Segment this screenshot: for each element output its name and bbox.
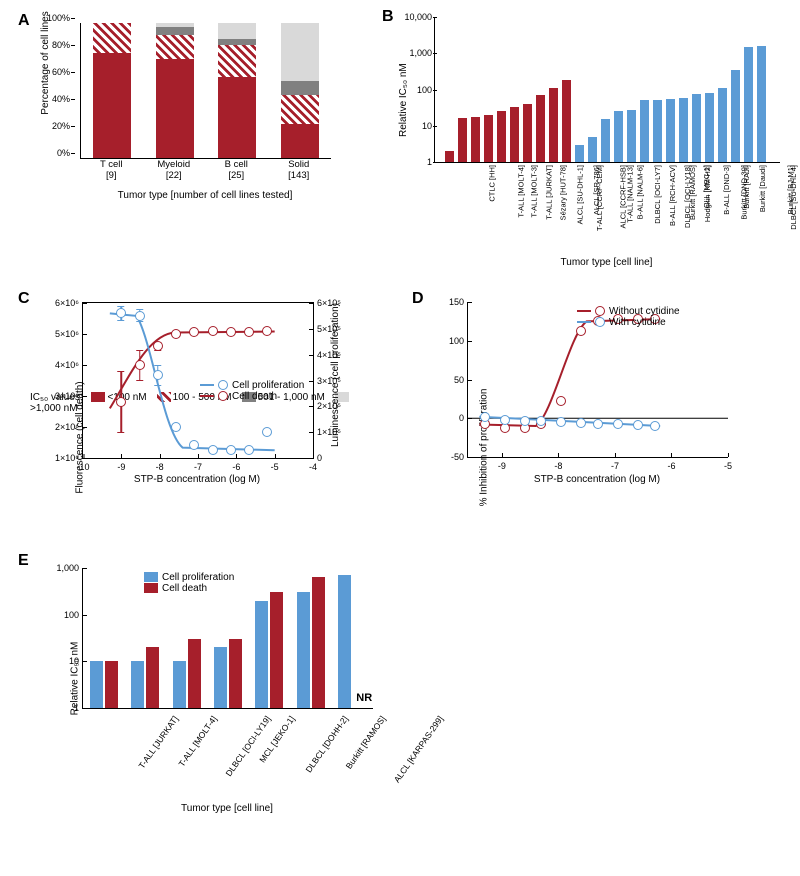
chartA-cat: T cell[9] bbox=[81, 159, 141, 181]
chartB-cat: B-ALL [DND-3] bbox=[722, 165, 731, 215]
chartE-cat: T-ALL [JURKAT] bbox=[136, 714, 180, 770]
chartA-cat: B cell[25] bbox=[206, 159, 266, 181]
chartA-cat: Solid[143] bbox=[269, 159, 329, 181]
chartC-legend: Cell proliferation Cell death bbox=[200, 380, 304, 402]
chartD-legend: Without cytidine With cytidine bbox=[577, 306, 680, 328]
chartC-xlabel: STP-B concentration (log M) bbox=[82, 474, 312, 485]
panel-D-label: D bbox=[412, 290, 424, 308]
chartB-cat: Burkitt [Daudi] bbox=[758, 165, 767, 212]
chartA: Percentage of cell lines T cell[9]Myeloi… bbox=[40, 18, 340, 198]
chartE-legend: Cell proliferation Cell death bbox=[144, 572, 234, 594]
chartB-cat: Sézary [HUT-78] bbox=[558, 165, 567, 220]
chartB-cat: ALCL [SR-786] bbox=[592, 165, 601, 215]
panel-E: Relative IC₅₀ nM 1101001,000T-ALL [JURKA… bbox=[82, 568, 373, 709]
chartB-cat: ALCL [SU-DHL-1] bbox=[575, 165, 584, 224]
chartE-xlabel: Tumor type [cell line] bbox=[82, 803, 372, 814]
panel-E-label: E bbox=[18, 552, 29, 570]
chartB-cat: CLL [MEC-1] bbox=[702, 165, 711, 208]
panel-C-label: C bbox=[18, 290, 30, 308]
nr-label: NR bbox=[356, 692, 372, 704]
legendC-red: Cell death bbox=[232, 391, 277, 402]
chartE-cat: Burkitt [RAMOS] bbox=[343, 714, 387, 771]
panel-D: % Inhibition of proliferation -9-8-7-6-5… bbox=[467, 302, 728, 458]
chartB: Relative IC₅₀ nM Tumor type [cell line] … bbox=[384, 12, 784, 272]
chartB-cat: B-ALL [NALM-6] bbox=[635, 165, 644, 219]
legendC-blue: Cell proliferation bbox=[232, 380, 304, 391]
legendE-red: Cell death bbox=[162, 583, 207, 594]
chartE-cat: ALCL [KARPAS-299] bbox=[392, 714, 445, 784]
chartA-plot bbox=[80, 23, 331, 159]
chartA-xlabel: Tumor type [number of cell lines tested] bbox=[80, 190, 330, 201]
chartB-plot bbox=[434, 17, 780, 163]
chartC-ylabelR: Luminescence (cell proliferation) bbox=[330, 303, 341, 447]
chartE-cat: T-ALL [MOLT-4] bbox=[177, 714, 219, 769]
legendD-blue: With cytidine bbox=[609, 317, 666, 328]
chartB-xlabel: Tumor type [cell line] bbox=[434, 257, 779, 268]
panel-B: Relative IC₅₀ nM Tumor type [cell line] … bbox=[384, 12, 784, 272]
legendD-red: Without cytidine bbox=[609, 306, 680, 317]
chartB-cat: T-ALL [MOLT-3] bbox=[530, 165, 539, 218]
panel-C: Fluorescence (cell death) -10-9-8-7-6-5-… bbox=[82, 302, 314, 459]
figure-root: A Percentage of cell lines T cell[9]Myel… bbox=[12, 12, 788, 864]
panel-A: Percentage of cell lines T cell[9]Myeloi… bbox=[40, 18, 340, 198]
chartB-cat: Burkitt [RAJI] bbox=[742, 165, 751, 209]
legendE-blue: Cell proliferation bbox=[162, 572, 234, 583]
chartB-cat: B-ALL [RCH-ACV] bbox=[668, 165, 677, 226]
chartB-cat: T-ALL [JURKAT] bbox=[545, 165, 554, 220]
chartB-cat: T-ALL [NALM-13] bbox=[626, 165, 635, 223]
chartA-cat: Myeloid[22] bbox=[144, 159, 204, 181]
chartB-cat: CTLC [HH] bbox=[488, 165, 497, 202]
chartB-cat: Burkitt [RAMOS] bbox=[688, 165, 697, 220]
chartB-cat: T-ALL [MOLT-4] bbox=[517, 165, 526, 218]
panel-A-label: A bbox=[18, 12, 30, 30]
chartB-cat: Burkitt [BJ-M1] bbox=[786, 165, 795, 214]
chartD-xlabel: STP-B concentration (log M) bbox=[467, 474, 727, 485]
chartB-cat: DLBCL [OCI-LY7] bbox=[653, 165, 662, 224]
